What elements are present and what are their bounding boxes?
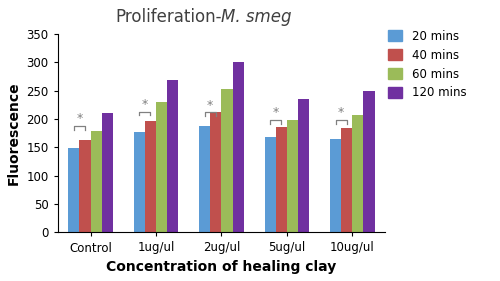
Text: *: * <box>338 106 344 119</box>
Bar <box>341 128 352 232</box>
Bar <box>102 113 113 232</box>
Legend: 20 mins, 40 mins, 60 mins, 120 mins: 20 mins, 40 mins, 60 mins, 120 mins <box>388 30 466 99</box>
Text: *: * <box>272 106 279 119</box>
Bar <box>330 139 341 232</box>
Bar <box>156 102 167 232</box>
Bar <box>298 99 309 232</box>
Bar <box>352 115 364 232</box>
Text: *: * <box>76 112 82 125</box>
Bar <box>222 89 232 232</box>
Text: M. smeg: M. smeg <box>222 8 292 26</box>
Bar <box>264 137 276 232</box>
Bar <box>210 112 222 232</box>
Bar <box>134 132 145 232</box>
Text: *: * <box>207 99 214 112</box>
Bar <box>90 132 102 232</box>
X-axis label: Concentration of healing clay: Concentration of healing clay <box>106 260 336 274</box>
Text: Proliferation-: Proliferation- <box>115 8 222 26</box>
Bar <box>80 140 90 232</box>
Bar <box>232 62 243 232</box>
Bar <box>287 120 298 232</box>
Bar <box>167 80 178 232</box>
Bar <box>276 127 287 232</box>
Bar <box>68 148 80 232</box>
Bar <box>364 90 374 232</box>
Bar <box>199 126 210 232</box>
Text: *: * <box>142 98 148 111</box>
Bar <box>145 121 156 232</box>
Y-axis label: Fluorescence: Fluorescence <box>7 81 21 185</box>
